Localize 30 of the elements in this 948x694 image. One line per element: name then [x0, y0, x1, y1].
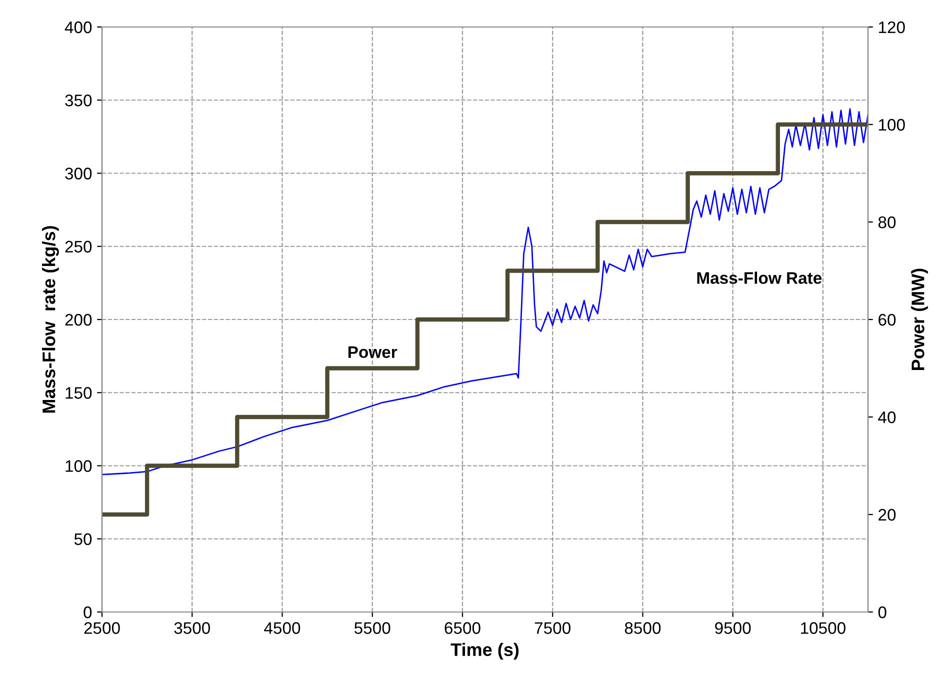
y2-tick-label: 120 — [878, 21, 905, 34]
x-tick-label: 4500 — [264, 622, 300, 634]
y2-axis-title: Power (MW) — [911, 268, 928, 370]
y2-tick-label: 80 — [878, 216, 896, 228]
y-tick-label: 100 — [66, 460, 92, 472]
y-axis-title: Mass-Flow rate (kg/s) — [42, 226, 59, 413]
series-label: Mass-Flow Rate — [697, 272, 822, 284]
series-label: Power — [348, 346, 398, 358]
y-tick-label: 250 — [65, 240, 92, 253]
y-tick-label: 50 — [74, 533, 92, 546]
x-tick-label: 8500 — [624, 622, 661, 634]
y-tick-label: 350 — [65, 94, 92, 106]
x-tick-label: 6500 — [444, 622, 480, 634]
x-tick-label: 7500 — [534, 622, 570, 634]
y-tick-label: 0 — [84, 606, 92, 618]
x-axis-title: Time (s) — [450, 642, 519, 660]
y-tick-label: 300 — [65, 168, 92, 180]
y2-tick-label: 60 — [878, 314, 896, 326]
y-tick-label: 200 — [65, 314, 92, 326]
y2-tick-label: 0 — [878, 606, 886, 618]
y2-tick-label: 40 — [878, 411, 896, 424]
x-tick-label: 3500 — [174, 622, 210, 634]
y2-tick-label: 100 — [878, 118, 905, 131]
x-tick-label: 2500 — [84, 622, 120, 634]
x-tick-label: 9500 — [715, 622, 751, 634]
y-tick-label: 400 — [64, 21, 92, 34]
x-tick-label: 5500 — [354, 622, 390, 634]
y-tick-label: 150 — [66, 387, 92, 399]
y2-tick-label: 20 — [878, 508, 896, 521]
x-tick-label: 10500 — [801, 622, 846, 634]
